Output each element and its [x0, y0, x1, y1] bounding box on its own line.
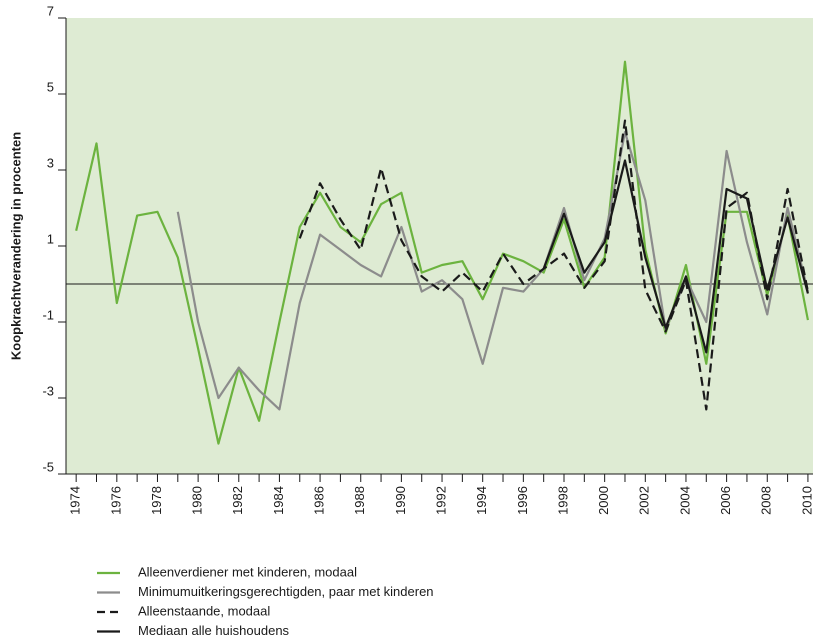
x-tick-label: 2004	[677, 486, 692, 515]
x-tick-label: 1974	[68, 486, 83, 515]
x-tick-label: 1976	[108, 486, 123, 515]
legend-label: Alleenverdiener met kinderen, modaal	[138, 564, 357, 579]
x-tick-label: 1980	[190, 486, 205, 515]
x-tick-label: 1978	[149, 486, 164, 515]
x-tick-label: 1982	[230, 486, 245, 515]
x-tick-label: 1996	[515, 486, 530, 515]
x-tick-label: 1998	[555, 486, 570, 515]
y-tick-label: 7	[47, 3, 54, 18]
legend-label: Minimumuitkeringsgerechtigden, paar met …	[138, 584, 434, 599]
x-tick-label: 1994	[474, 486, 489, 515]
x-tick-label: 1992	[433, 486, 448, 515]
y-axis-label: Koopkrachtverandering in procenten	[8, 132, 23, 360]
x-tick-label: 1990	[393, 486, 408, 515]
plot-background	[66, 18, 813, 474]
x-tick-label: 2008	[759, 486, 774, 515]
legend-label: Alleenstaande, modaal	[138, 603, 270, 618]
y-tick-label: 1	[47, 231, 54, 246]
x-tick-label: 2002	[637, 486, 652, 515]
y-tick-label: 5	[47, 79, 54, 94]
series-line	[298, 119, 809, 411]
x-tick-label: 2000	[596, 486, 611, 515]
series-line	[542, 159, 809, 354]
x-tick-label: 1984	[271, 486, 286, 515]
y-tick-label: -3	[42, 383, 54, 398]
x-tick-label: 2006	[718, 486, 733, 515]
x-tick-label: 2010	[799, 486, 813, 515]
x-tick-label: 1986	[312, 486, 327, 515]
legend-label: Mediaan alle huishoudens	[138, 623, 290, 637]
x-tick-label: 1988	[352, 486, 367, 515]
y-tick-label: 3	[47, 155, 54, 170]
y-tick-label: -5	[42, 459, 54, 474]
series-line	[75, 60, 809, 445]
series-line	[176, 130, 809, 411]
y-tick-label: -1	[42, 307, 54, 322]
